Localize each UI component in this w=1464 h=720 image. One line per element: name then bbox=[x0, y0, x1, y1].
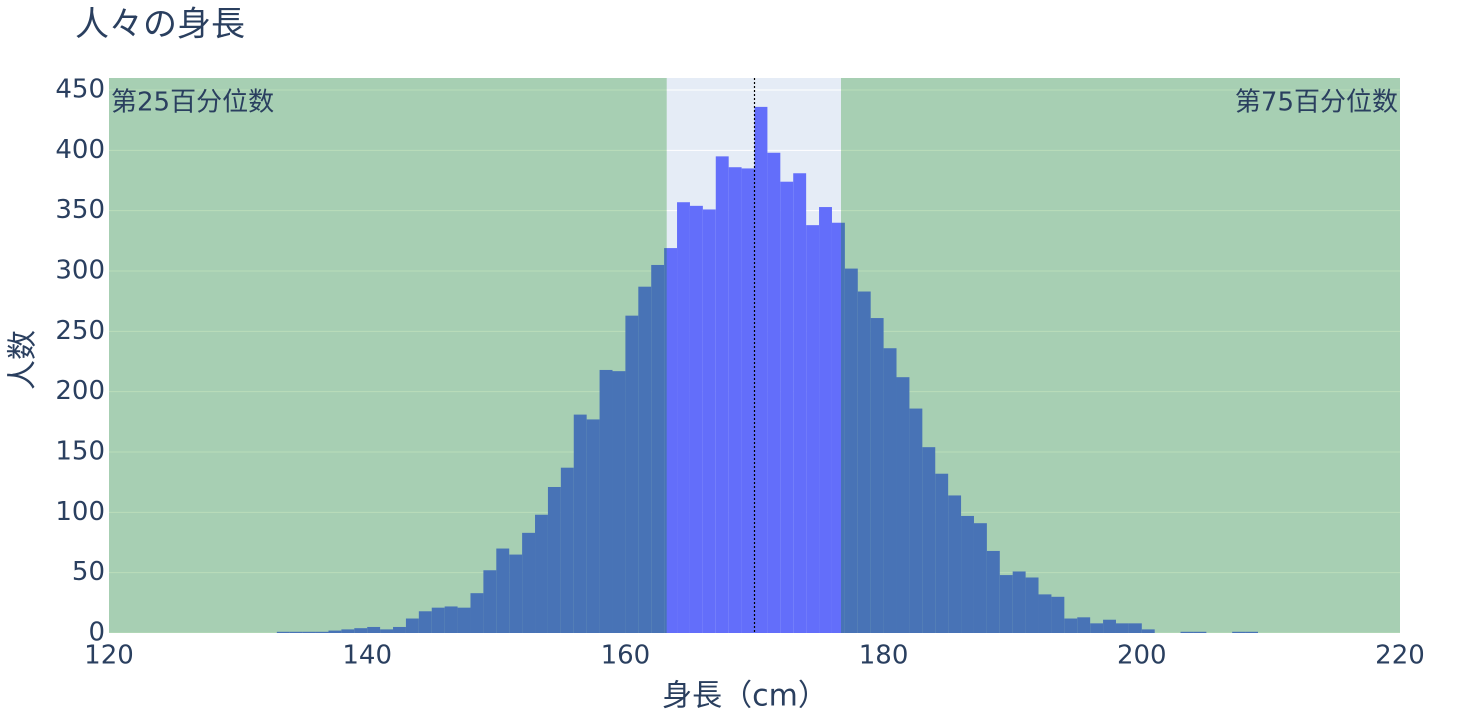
bar bbox=[302, 631, 316, 633]
y-axis-title: 人数 bbox=[6, 330, 41, 390]
bar bbox=[380, 629, 394, 633]
bar bbox=[289, 631, 303, 633]
bar bbox=[560, 467, 574, 633]
bar bbox=[1232, 631, 1246, 633]
bar bbox=[909, 408, 923, 633]
bar bbox=[741, 168, 755, 633]
bar bbox=[1180, 631, 1194, 633]
bar bbox=[1064, 618, 1078, 633]
bar bbox=[948, 495, 962, 633]
bar bbox=[393, 626, 406, 633]
bar bbox=[986, 550, 1000, 633]
bar bbox=[496, 548, 510, 633]
annotation: 第25百分位数 bbox=[111, 88, 274, 118]
bar bbox=[1141, 629, 1155, 633]
y-tick-label: 100 bbox=[55, 497, 105, 527]
bar bbox=[1038, 594, 1052, 633]
y-tick-label: 200 bbox=[55, 376, 105, 406]
bar bbox=[276, 631, 290, 633]
y-tick-label: 400 bbox=[55, 135, 105, 165]
bar bbox=[870, 318, 884, 633]
bar bbox=[702, 209, 716, 633]
y-tick-label: 0 bbox=[88, 618, 105, 648]
y-tick-label: 300 bbox=[55, 256, 105, 286]
bar bbox=[535, 514, 548, 633]
x-axis-title: 身長（cm） bbox=[662, 679, 828, 714]
bar bbox=[780, 181, 794, 633]
bar bbox=[612, 371, 626, 633]
y-tick-label: 150 bbox=[55, 437, 105, 467]
bar bbox=[522, 532, 536, 633]
bar bbox=[444, 606, 458, 633]
percentile-shade bbox=[840, 78, 1400, 633]
bar bbox=[677, 202, 690, 633]
bar bbox=[367, 626, 381, 633]
bar bbox=[405, 618, 419, 633]
bar bbox=[1012, 571, 1026, 633]
bar bbox=[728, 167, 742, 633]
bar bbox=[819, 207, 832, 633]
bar bbox=[431, 607, 445, 633]
bar bbox=[599, 369, 613, 633]
x-tick-label: 220 bbox=[1375, 641, 1425, 671]
bar bbox=[857, 291, 871, 633]
bar bbox=[328, 630, 342, 633]
bar bbox=[973, 523, 987, 633]
bar bbox=[961, 515, 974, 633]
bar bbox=[1051, 596, 1065, 633]
chart-title: 人々の身長 bbox=[75, 5, 245, 45]
bar bbox=[935, 473, 949, 633]
bar bbox=[831, 222, 845, 633]
bar bbox=[1025, 577, 1039, 633]
bar bbox=[1090, 623, 1104, 633]
bar bbox=[586, 419, 600, 633]
bar bbox=[896, 377, 910, 633]
bar bbox=[806, 225, 820, 633]
bar bbox=[547, 486, 561, 633]
bar bbox=[315, 631, 329, 633]
bar bbox=[754, 106, 768, 634]
bar bbox=[715, 156, 729, 633]
bar bbox=[651, 264, 665, 633]
bar bbox=[883, 348, 897, 633]
x-tick-label: 160 bbox=[601, 641, 651, 671]
annotation: 第75百分位数 bbox=[1235, 88, 1398, 118]
bar bbox=[418, 611, 432, 633]
x-tick-label: 180 bbox=[859, 641, 909, 671]
bar bbox=[1103, 619, 1116, 633]
percentile-shade bbox=[109, 78, 667, 633]
bar bbox=[664, 248, 678, 633]
x-tick-label: 200 bbox=[1117, 641, 1167, 671]
bar bbox=[573, 414, 587, 633]
bar bbox=[1128, 623, 1142, 633]
bar bbox=[1115, 623, 1129, 633]
x-tick-label: 140 bbox=[342, 641, 392, 671]
bar bbox=[844, 268, 858, 633]
bar bbox=[767, 152, 781, 633]
bar bbox=[999, 575, 1013, 633]
bar bbox=[1077, 617, 1091, 633]
bar bbox=[922, 447, 936, 633]
y-tick-label: 250 bbox=[55, 316, 105, 346]
bar bbox=[483, 570, 497, 633]
bar bbox=[457, 607, 471, 633]
x-tick-label: 120 bbox=[84, 641, 134, 671]
bar bbox=[793, 173, 807, 633]
bar bbox=[689, 205, 703, 633]
bar bbox=[1193, 631, 1207, 633]
bar bbox=[354, 628, 368, 633]
y-tick-label: 50 bbox=[72, 557, 105, 587]
y-tick-label: 350 bbox=[55, 195, 105, 225]
bar bbox=[625, 315, 639, 633]
bar bbox=[1245, 631, 1258, 633]
bar bbox=[638, 286, 652, 633]
bar bbox=[470, 593, 484, 633]
bar bbox=[341, 629, 355, 633]
bar bbox=[509, 554, 523, 633]
y-tick-label: 450 bbox=[55, 75, 105, 105]
